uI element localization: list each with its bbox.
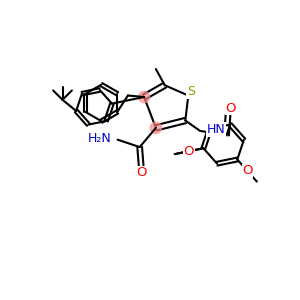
Text: S: S — [187, 85, 195, 98]
Text: O: O — [183, 145, 194, 158]
Text: O: O — [242, 164, 253, 178]
Text: H₂N: H₂N — [88, 132, 112, 145]
Text: O: O — [184, 145, 194, 158]
Text: O: O — [136, 166, 146, 179]
Circle shape — [150, 122, 161, 134]
Circle shape — [139, 92, 150, 103]
Text: HN: HN — [206, 123, 225, 136]
Text: O: O — [226, 102, 236, 115]
